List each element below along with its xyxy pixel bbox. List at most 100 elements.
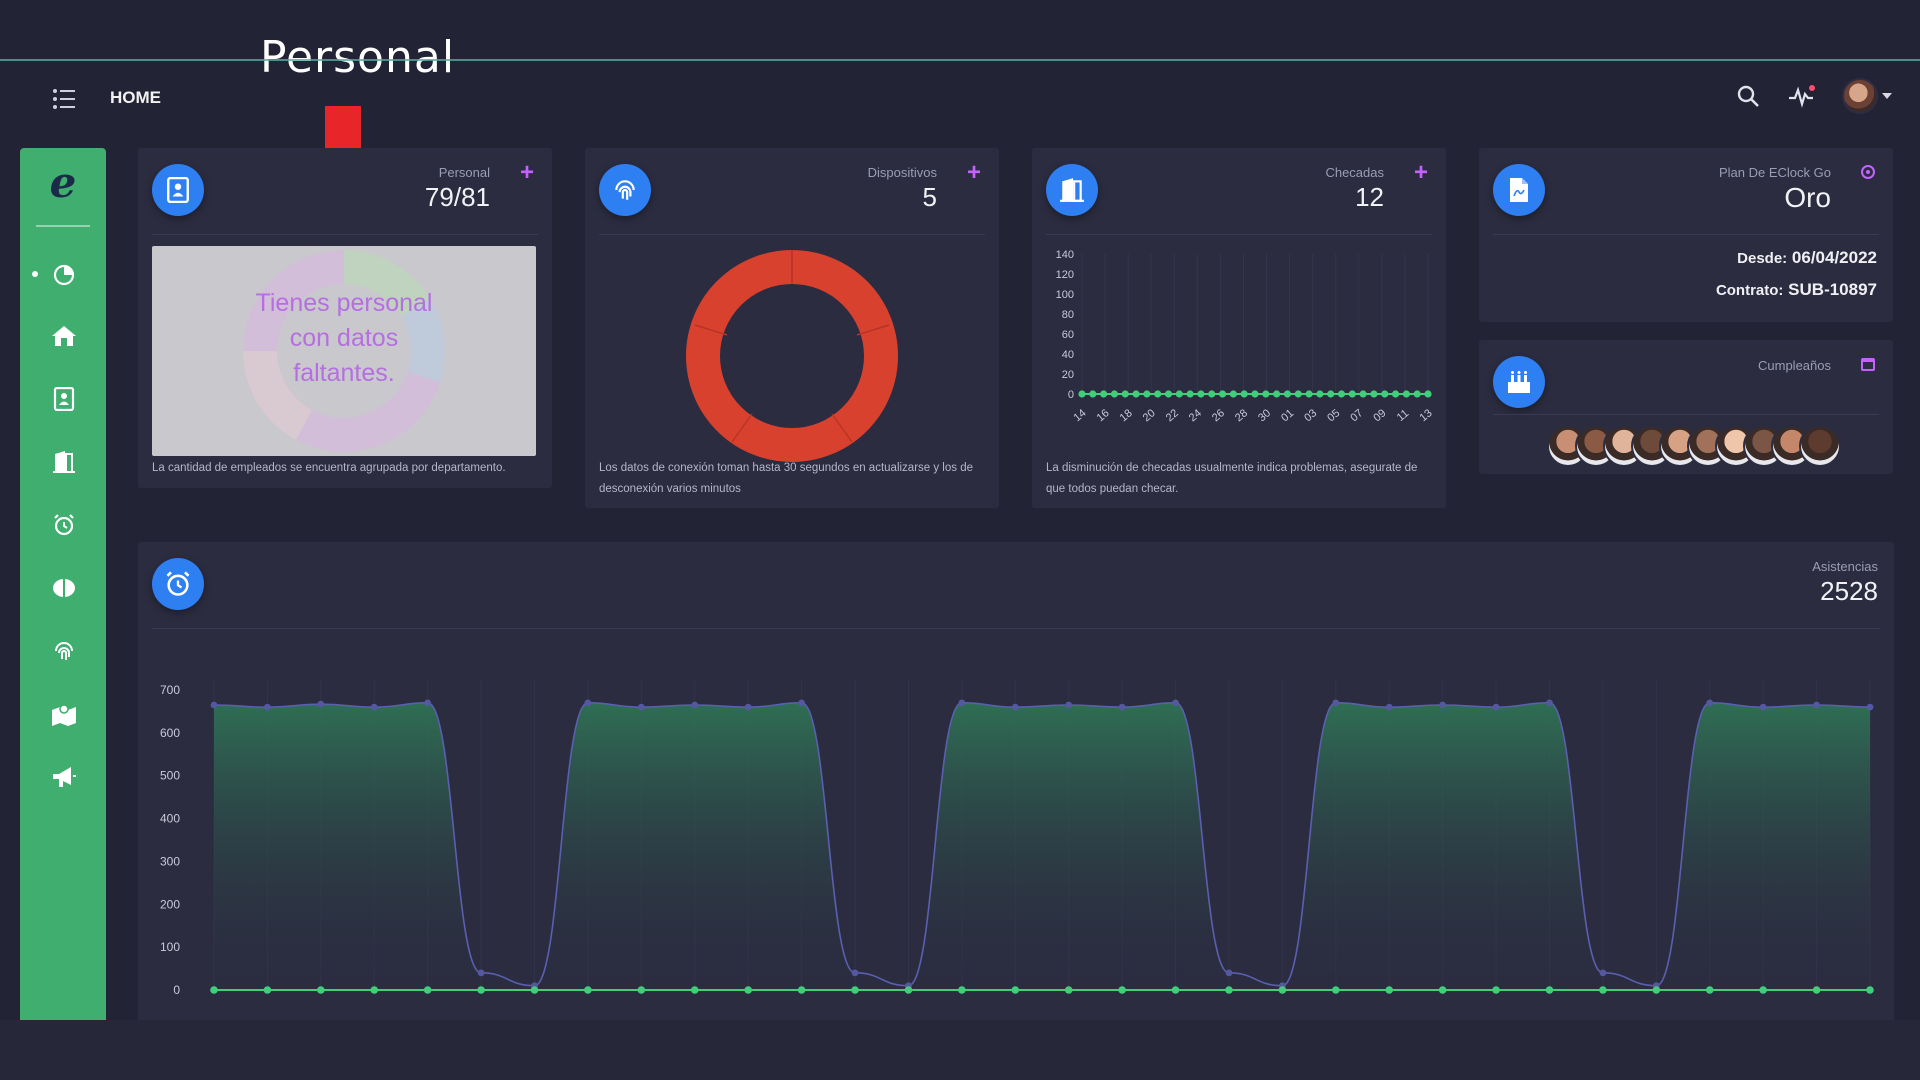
baseline-data-point: [1866, 986, 1874, 994]
avatar[interactable]: [1842, 78, 1878, 114]
sidebar-item-checadas[interactable]: [50, 448, 78, 476]
activity-icon[interactable]: [1788, 82, 1816, 110]
sidebar-item-asistencias[interactable]: [50, 511, 78, 539]
data-point: [1262, 390, 1270, 398]
data-point: [1413, 390, 1421, 398]
data-point: [1759, 703, 1767, 711]
y-tick-label: 60: [1062, 329, 1074, 341]
calendar-icon[interactable]: [1857, 354, 1879, 376]
sidebar-item-dispositivos[interactable]: [50, 637, 78, 665]
baseline-data-point: [1064, 986, 1073, 994]
annotation-title: Personal: [260, 32, 456, 83]
fingerprint-icon: [55, 642, 73, 660]
search-icon[interactable]: [1734, 82, 1762, 110]
chevron-down-icon: [1882, 93, 1892, 99]
y-tick-label: 0: [1068, 389, 1074, 401]
data-point: [958, 699, 966, 707]
checadas-count: 12: [1355, 182, 1384, 212]
desde-label: Desde:: [1737, 250, 1788, 267]
data-point: [744, 703, 752, 711]
data-point: [1283, 390, 1292, 398]
data-point: [1424, 390, 1432, 398]
data-point: [1240, 390, 1248, 398]
sidebar-item-home[interactable]: [50, 322, 78, 350]
desde-value: 06/04/2022: [1791, 248, 1877, 267]
baseline-data-point: [637, 986, 646, 994]
personal-count: 79/81: [424, 182, 490, 212]
data-point: [798, 699, 806, 707]
personal-footer: La cantidad de empleados se encuentra ag…: [152, 462, 506, 474]
x-tick-label: 24: [1187, 407, 1204, 424]
breadcrumb-home[interactable]: HOME: [110, 88, 161, 107]
baseline-data-point: [530, 986, 539, 994]
data-point: [851, 969, 859, 977]
bottom-strip: [0, 1020, 1920, 1080]
app-logo[interactable]: e: [49, 158, 77, 207]
y-tick-label: 300: [160, 854, 180, 868]
sidebar-item-announcements[interactable]: [50, 763, 78, 791]
add-personal-button[interactable]: +: [519, 159, 534, 186]
data-point: [1011, 703, 1019, 711]
data-point: [1143, 390, 1151, 398]
birthday-avatars[interactable]: [1547, 425, 1841, 469]
series-area: [214, 702, 1870, 990]
add-checada-button[interactable]: +: [1413, 159, 1428, 186]
data-point: [1439, 701, 1447, 709]
data-point: [1225, 969, 1233, 977]
plan-start-date: Desde: 06/04/2022: [1737, 248, 1877, 268]
baseline-data-point: [1812, 986, 1821, 994]
menu-list-icon[interactable]: [52, 88, 76, 110]
data-point: [264, 703, 271, 711]
data-point: [1316, 390, 1324, 398]
x-tick-label: 09: [1371, 407, 1388, 424]
sidebar-item-personal[interactable]: [50, 385, 78, 413]
baseline-data-point: [851, 986, 859, 994]
birthday-avatar[interactable]: [1799, 425, 1841, 467]
y-tick-label: 100: [160, 940, 180, 954]
series-line: [213, 702, 1871, 987]
data-point: [1100, 390, 1108, 398]
add-device-button[interactable]: +: [966, 159, 981, 186]
data-point: [370, 703, 378, 711]
x-tick-label: 14: [1072, 407, 1089, 424]
baseline-data-point: [690, 986, 699, 994]
baseline-data-point: [1332, 986, 1340, 994]
x-tick-label: 26: [1210, 407, 1227, 424]
x-tick-label: 07: [1348, 407, 1365, 424]
devices-donut-chart: [686, 250, 898, 462]
data-point: [477, 969, 485, 977]
baseline-data-point: [1171, 986, 1180, 994]
data-point: [1121, 390, 1129, 398]
sidebar-item-brain[interactable]: [50, 574, 78, 602]
missing-data-notice[interactable]: Tienes personal con datos faltantes.: [152, 246, 536, 456]
data-point: [1813, 701, 1820, 709]
card-divider: [1493, 414, 1879, 415]
baseline-data-point: [1438, 986, 1447, 994]
plan-settings-icon[interactable]: [1857, 162, 1879, 184]
baseline-data-point: [1225, 986, 1233, 994]
baseline-data-point: [1011, 986, 1020, 994]
data-point: [1706, 699, 1714, 707]
department-donut-ghost: [242, 250, 445, 452]
baseline-data-point: [210, 986, 218, 994]
data-point: [1229, 390, 1237, 398]
data-point: [1197, 390, 1205, 398]
x-tick-label: 28: [1233, 407, 1250, 424]
baseline-data-point: [1599, 986, 1607, 994]
data-point: [1337, 390, 1346, 398]
brain-icon: [53, 579, 75, 597]
y-tick-label: 500: [160, 769, 180, 783]
data-point: [1118, 703, 1126, 711]
data-point: [210, 701, 218, 709]
plan-card: Plan De EClock Go Oro Desde: 06/04/2022 …: [1479, 148, 1893, 322]
map-icon: [52, 704, 76, 726]
data-point: [1381, 390, 1389, 398]
dashboard-chart-icon: [53, 264, 75, 286]
data-point: [1385, 703, 1393, 711]
user-menu[interactable]: [1842, 78, 1892, 114]
sidebar-item-dashboard[interactable]: [50, 260, 78, 288]
birthdays-label: Cumpleaños: [1758, 358, 1831, 373]
data-point: [1332, 699, 1340, 707]
sidebar-item-map[interactable]: [50, 700, 78, 728]
dispositivos-count: 5: [922, 182, 937, 212]
